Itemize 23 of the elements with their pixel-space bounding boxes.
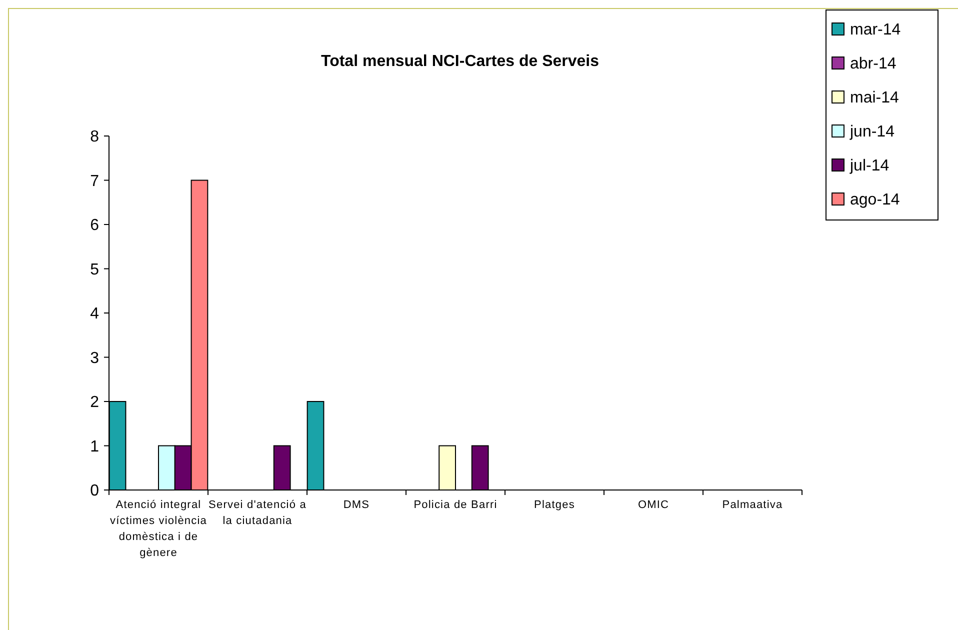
legend-label: jun-14 (849, 124, 895, 141)
legend-label: ago-14 (850, 192, 900, 209)
x-tick-label: Servei d'atenció a la ciutadania (208, 499, 307, 527)
y-tick-label: 0 (90, 482, 100, 500)
y-tick-label: 6 (90, 217, 100, 234)
x-tick-label: Palmaativa (722, 499, 783, 511)
x-tick-label: Policia de Barri (414, 499, 498, 511)
x-tick-label: Atenció integral víctimes violència domèstica i de gènere (110, 499, 208, 559)
chart-title: Total mensual NCI-Cartes de Serveis (320, 53, 600, 70)
legend-label: abr-14 (850, 56, 896, 73)
y-tick-label: 2 (90, 394, 100, 412)
y-tick-label: 1 (90, 438, 100, 456)
legend-label: mai-14 (850, 90, 900, 107)
y-tick-label: 8 (90, 128, 100, 146)
legend-label: jul-14 (849, 158, 890, 175)
x-tick-label: OMIC (638, 499, 670, 511)
legend-label: mar-14 (850, 22, 901, 39)
x-tick-label: Platges (534, 499, 575, 511)
y-tick-label: 5 (90, 261, 100, 278)
y-tick-label: 4 (90, 306, 100, 323)
y-tick-label: 7 (90, 172, 100, 190)
y-tick-label: 3 (90, 350, 100, 367)
x-tick-label: DMS (343, 499, 370, 511)
